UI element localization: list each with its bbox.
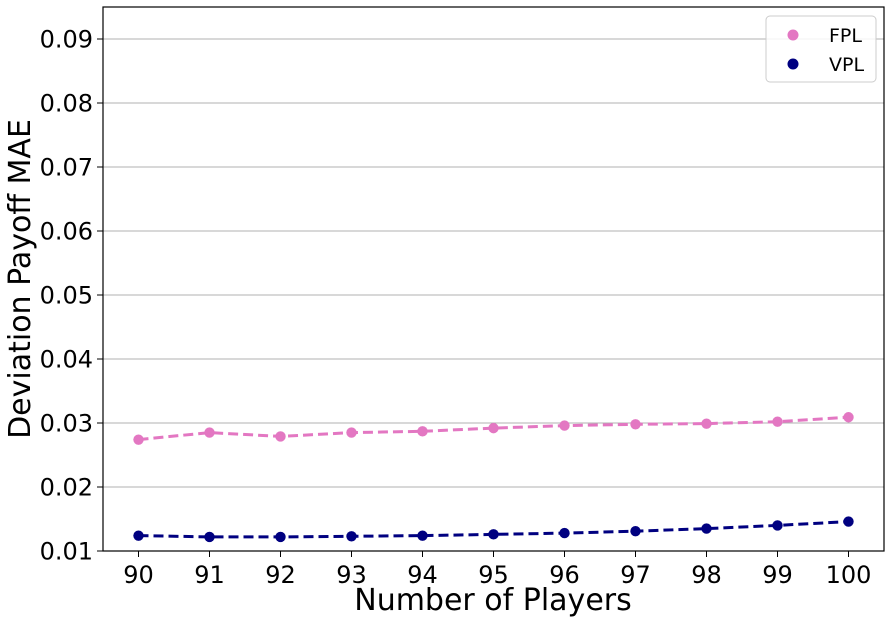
legend-label-vpl: VPL: [829, 54, 864, 76]
y-tick-label: 0.07: [40, 154, 93, 182]
data-point-vpl: [488, 529, 499, 540]
x-tick-label: 98: [691, 561, 722, 589]
data-point-fpl: [488, 422, 499, 434]
series-line-vpl: [138, 520, 849, 539]
data-point-fpl: [275, 431, 286, 442]
x-tick-label: 100: [826, 561, 872, 589]
data-point-vpl: [204, 531, 215, 543]
data-point-fpl: [417, 426, 428, 437]
legend-marker-vpl: [787, 58, 799, 70]
data-point-vpl: [772, 520, 783, 531]
data-point-fpl: [559, 420, 570, 431]
data-point-vpl: [133, 530, 144, 541]
data-point-vpl: [630, 525, 641, 537]
x-axis-title: Number of Players: [354, 583, 632, 618]
data-point-fpl: [133, 434, 144, 445]
data-point-vpl: [417, 530, 428, 541]
grid-layer: [103, 38, 884, 488]
x-tick-label: 95: [478, 561, 509, 589]
y-tick-label: 0.08: [40, 90, 93, 118]
legend: FPL VPL: [765, 15, 877, 83]
legend-label-fpl: FPL: [829, 25, 862, 47]
plot-frame: [102, 6, 885, 552]
ticks-layer: 0.01 0.02 0.03 0.04 0.05 0.06 0.07 0.08 0.09 90 91…: [40, 26, 872, 590]
x-tick-label: 99: [762, 561, 793, 589]
data-point-fpl: [204, 427, 215, 438]
data-point-vpl: [275, 531, 286, 543]
x-tick-label: 92: [265, 561, 296, 589]
data-point-vpl: [559, 527, 570, 539]
x-tick-label: 93: [336, 561, 367, 589]
x-tick-label: 91: [194, 561, 225, 589]
x-tick-label: 94: [407, 561, 438, 589]
data-point-fpl: [701, 418, 712, 429]
data-point-fpl: [772, 416, 783, 427]
y-tick-label: 0.06: [40, 218, 93, 246]
x-tick-label: 90: [123, 561, 154, 589]
data-point-fpl: [843, 412, 854, 423]
data-point-vpl: [843, 516, 854, 527]
x-tick-label: 97: [620, 561, 651, 589]
series-layer: [133, 412, 854, 543]
y-tick-label: 0.01: [40, 538, 93, 566]
y-tick-label: 0.09: [40, 26, 93, 54]
data-point-fpl: [346, 427, 357, 438]
data-point-vpl: [701, 523, 712, 534]
y-tick-label: 0.05: [40, 282, 93, 310]
y-tick-label: 0.04: [40, 346, 93, 374]
y-tick-label: 0.03: [40, 410, 93, 438]
x-tick-label: 96: [549, 561, 580, 589]
data-point-fpl: [630, 419, 641, 430]
legend-marker-fpl: [787, 29, 799, 41]
series-line-fpl: [138, 415, 849, 442]
y-axis-title: Deviation Payoff MAE: [3, 119, 38, 439]
data-point-vpl: [346, 531, 357, 542]
y-tick-label: 0.02: [40, 474, 93, 502]
